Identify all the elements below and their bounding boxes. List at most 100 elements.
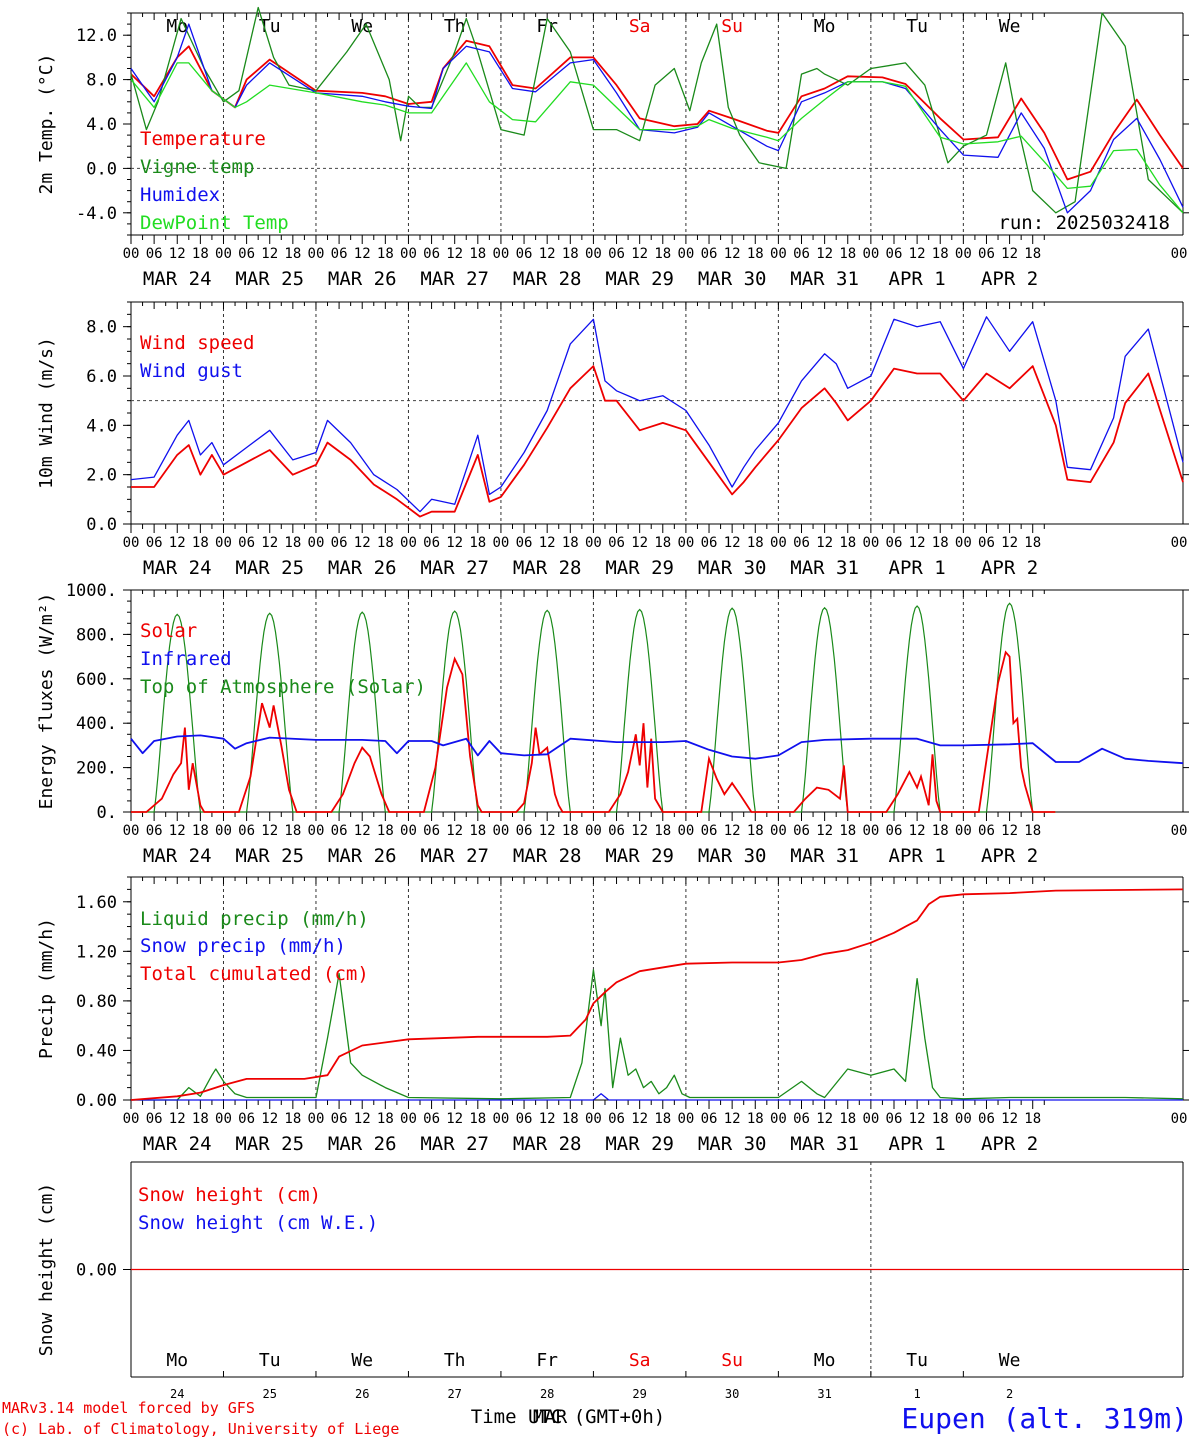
day-label: MAR 27 [420,845,489,867]
y-tick-label: 4.0 [86,115,117,135]
hour-label: 18 [747,823,764,839]
hour-label: 00 [770,823,787,839]
day-label: APR 2 [981,1133,1038,1155]
hour-label: 18 [654,535,671,551]
hour-label: 00 [862,535,879,551]
series-vigne-temp [130,6,1184,214]
hour-label: 00 [1171,246,1188,262]
hour-label: 18 [377,246,394,262]
hour-label: 12 [724,1111,741,1127]
hour-label: 00 [862,1111,879,1127]
day-number: 29 [632,1387,646,1401]
weekday-label: We [351,16,373,37]
y-tick-label: 0.0 [86,159,117,179]
hour-label: 18 [192,1111,209,1127]
hour-label: 12 [261,535,278,551]
panel-5: Snow height (cm) 0.00 Snow height (cm) Snow… [36,1161,1189,1401]
hour-label: 00 [955,246,972,262]
hour-label: 06 [423,246,440,262]
legend-entry: Wind gust [140,360,243,382]
day-label: MAR 24 [143,557,212,579]
weekday-label: Fr [536,16,558,37]
day-label: APR 1 [889,845,946,867]
series-humidex [130,23,1184,214]
hour-label: 00 [677,823,694,839]
y-tick-label: 0.0 [86,515,117,535]
hour-label: 12 [816,1111,833,1127]
hour-label: 06 [423,823,440,839]
y-tick-label: 8.0 [86,318,117,338]
hour-label: 18 [469,823,486,839]
hour-label: 00 [123,246,140,262]
hour-label: 18 [747,246,764,262]
y-tick-label: 1.20 [76,942,117,962]
day-label: MAR 30 [698,268,767,290]
day-label: MAR 28 [513,1133,582,1155]
day-label: MAR 26 [328,557,397,579]
day-number: 30 [725,1387,739,1401]
hour-label: 06 [516,246,533,262]
legend-entry: Humidex [140,184,220,206]
location-label: Eupen (alt. 319m) [901,1402,1188,1435]
hour-label: 06 [516,1111,533,1127]
series-group [130,888,1184,1101]
hour-label: 00 [677,535,694,551]
day-number: 1 [913,1387,920,1401]
hour-label: 12 [169,246,186,262]
hour-label: 18 [839,535,856,551]
y-tick-label: 2.0 [86,466,117,486]
hour-label: 06 [978,1111,995,1127]
hour-label: 06 [886,823,903,839]
series-wind-speed [131,365,1184,518]
day-label: MAR 28 [513,557,582,579]
hour-label: 06 [701,1111,718,1127]
hour-label: 18 [839,823,856,839]
hour-label: 06 [793,246,810,262]
y-axis-title: Precip (mm/h) [36,918,57,1059]
day-label: APR 2 [981,557,1038,579]
y-axis-title: Energy fluxes (W/m²) [36,593,57,810]
day-label: MAR 27 [420,1133,489,1155]
panel-1: 2m Temp. (°C) 12.0 8.0 4.0 0.0 -4.0 00 06 12 18 MA… [36,6,1189,290]
hour-label: 06 [701,246,718,262]
hour-label: 06 [238,535,255,551]
hour-label: 12 [631,246,648,262]
hour-label: 18 [192,535,209,551]
series-group [130,6,1184,214]
hour-label: 00 [123,1111,140,1127]
hour-label: 06 [238,823,255,839]
time-axis-label: Time UTC (GMT+0h) [471,1406,665,1428]
hour-label: 12 [261,246,278,262]
day-label: MAR 27 [420,268,489,290]
y-tick-label: 400. [76,714,117,734]
hour-label: 06 [886,1111,903,1127]
day-number: 24 [170,1387,184,1401]
hour-label: 00 [585,535,602,551]
y-axis-title: 10m Wind (m/s) [36,337,57,489]
legend-entry: Temperature [140,128,266,150]
day-label: MAR 29 [605,268,674,290]
hour-label: 18 [562,246,579,262]
hour-label: 18 [1024,823,1041,839]
hour-label: 18 [192,246,209,262]
hour-label: 00 [770,535,787,551]
legend-entry: Wind speed [140,332,254,354]
day-label: MAR 29 [605,557,674,579]
hour-label: 12 [1001,246,1018,262]
hour-label: 12 [631,823,648,839]
hour-label: 06 [608,246,625,262]
hour-label: 00 [215,246,232,262]
hour-label: 12 [354,535,371,551]
hour-label: 18 [377,823,394,839]
legend-entry: Liquid precip (mm/h) [140,908,369,930]
hour-label: 06 [978,823,995,839]
hour-label: 00 [308,246,325,262]
day-label: MAR 26 [328,845,397,867]
hour-label: 18 [654,246,671,262]
y-tick-label: 800. [76,625,117,645]
hour-label: 12 [724,246,741,262]
hour-label: 12 [816,246,833,262]
series-group [130,602,1184,813]
day-number: 31 [817,1387,831,1401]
legend-entry: Snow precip (mm/h) [140,935,346,957]
